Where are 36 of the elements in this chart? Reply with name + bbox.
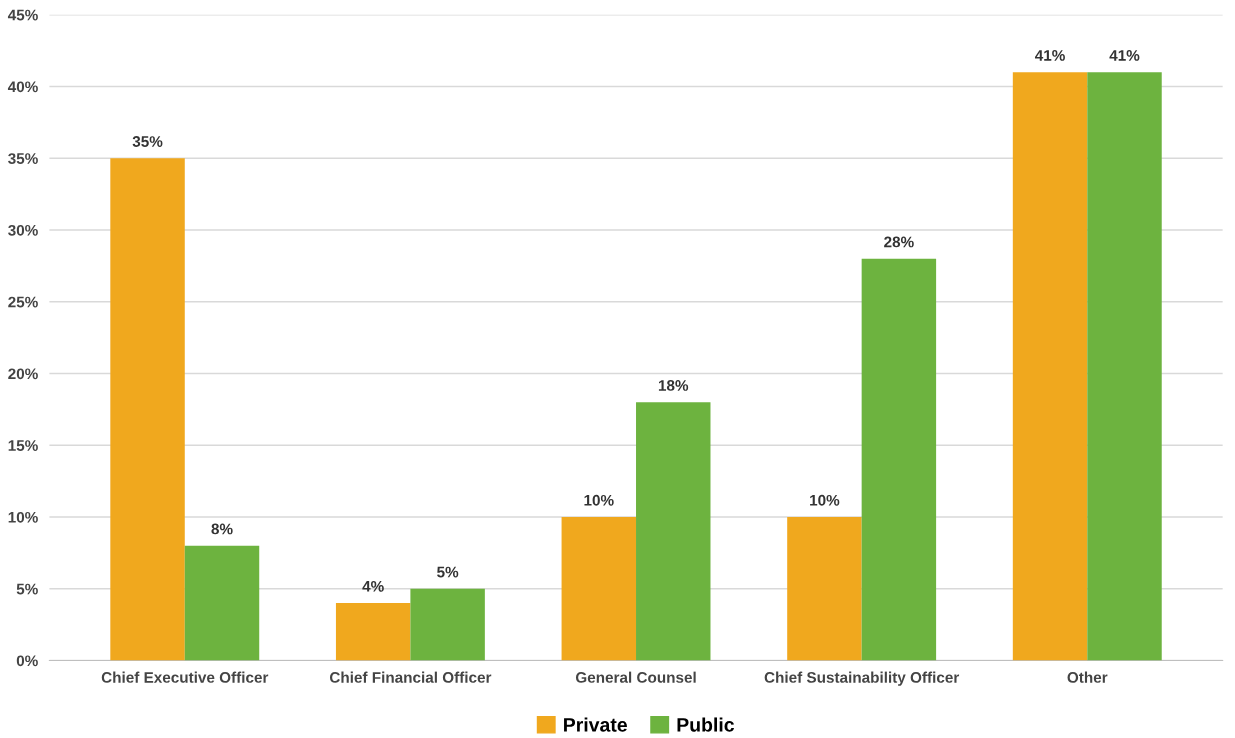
- bar: [861, 258, 937, 661]
- bar: [1087, 72, 1162, 661]
- y-tick-label: 40%: [7, 81, 38, 93]
- y-tick-label: 5%: [16, 583, 38, 595]
- y-tick-label: 0%: [16, 655, 38, 667]
- data-label: 10%: [810, 494, 840, 506]
- data-label: 4%: [362, 580, 384, 592]
- data-label: 41%: [1109, 50, 1140, 61]
- bar: [561, 517, 637, 661]
- data-label: 8%: [211, 523, 233, 535]
- x-tick-label: General Counsel: [575, 671, 696, 683]
- y-tick-label: 20%: [8, 368, 38, 380]
- y-tick-label: 15%: [8, 440, 38, 451]
- bar: [110, 158, 185, 661]
- data-label: 35%: [132, 136, 163, 147]
- legend-label: Public: [677, 717, 734, 732]
- bar: [335, 603, 411, 661]
- bar: [410, 588, 485, 661]
- x-tick-label: Other: [1067, 671, 1108, 683]
- y-tick-label: 30%: [8, 224, 38, 236]
- legend-label: Private: [564, 717, 627, 732]
- data-label: 5%: [437, 566, 459, 578]
- x-tick-label: Chief Financial Officer: [329, 671, 492, 683]
- data-label: 28%: [884, 236, 914, 248]
- x-tick-label: Chief Sustainability Officer: [764, 671, 960, 686]
- bar: [636, 402, 711, 661]
- x-tick-label: Chief Executive Officer: [101, 671, 269, 683]
- y-tick-label: 45%: [7, 9, 38, 21]
- y-tick-label: 25%: [8, 296, 38, 308]
- data-label: 18%: [658, 380, 689, 391]
- y-tick-label: 10%: [8, 511, 38, 523]
- bar: [787, 517, 862, 661]
- bar: [184, 545, 260, 661]
- data-label: 41%: [1034, 50, 1065, 61]
- y-tick-label: 35%: [8, 153, 38, 164]
- data-label: 10%: [584, 494, 614, 506]
